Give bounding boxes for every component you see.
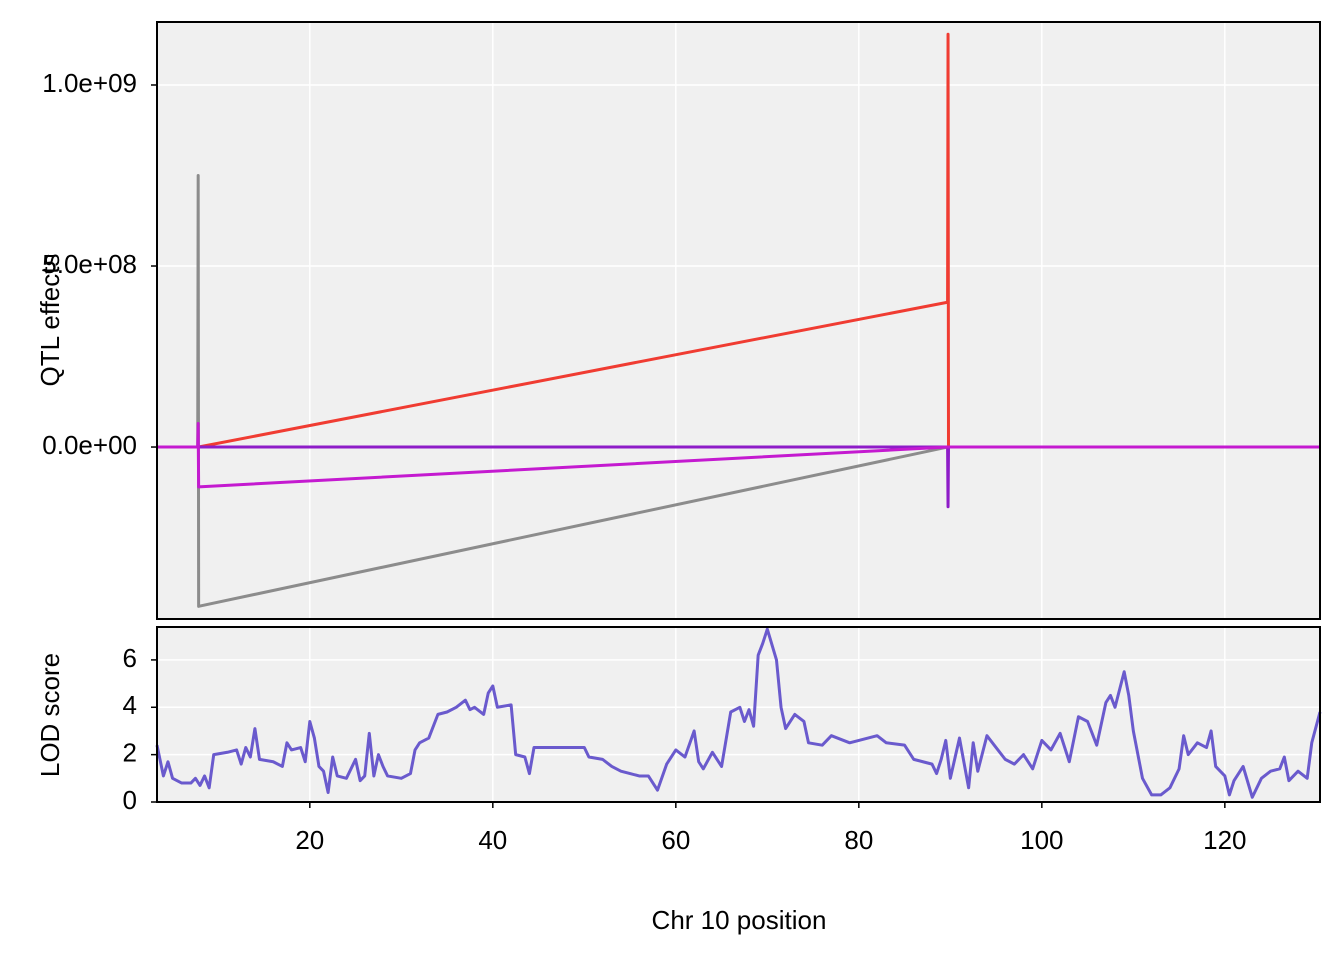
panel-border (156, 21, 1321, 620)
panel-background (157, 22, 1320, 619)
y-tick-label: 4 (123, 690, 137, 720)
x-tick-label: 120 (1203, 825, 1246, 855)
x-tick-label: 100 (1020, 825, 1063, 855)
y-tick-label: 2 (123, 738, 137, 768)
x-tick-label: 60 (661, 825, 690, 855)
y-tick-label: 0 (123, 785, 137, 815)
x-tick-label: 20 (295, 825, 324, 855)
x-tick-label: 80 (844, 825, 873, 855)
panel-background (157, 627, 1320, 802)
y-axis-label: LOD score (35, 653, 65, 777)
y-tick-label: 6 (123, 643, 137, 673)
y-tick-label: 5.0e+08 (42, 249, 137, 279)
y-axis-label: QTL effects (35, 254, 65, 387)
line (155, 627, 1322, 799)
y-tick-label: 1.0e+09 (42, 68, 137, 98)
panel-border (156, 626, 1321, 803)
x-tick-label: 40 (478, 825, 507, 855)
x-axis-label: Chr 10 position (652, 905, 827, 935)
line (157, 422, 1320, 489)
y-tick-label: 0.0e+00 (42, 430, 137, 460)
